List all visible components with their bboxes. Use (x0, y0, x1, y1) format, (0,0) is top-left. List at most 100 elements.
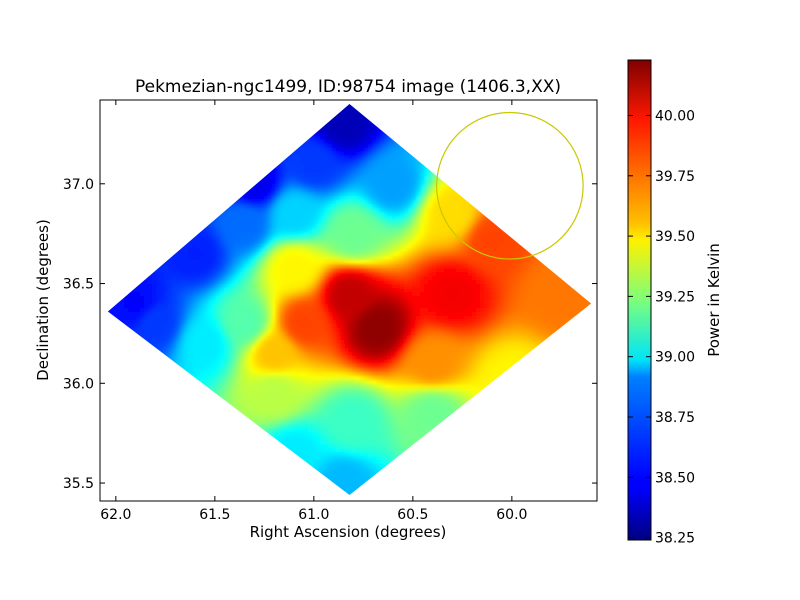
heatmap-cell (460, 200, 465, 205)
heatmap-cell (344, 192, 349, 197)
heatmap-cell (356, 180, 361, 185)
heatmap-cell (188, 116, 193, 121)
heatmap-cell (400, 108, 405, 113)
heatmap-cell (328, 180, 333, 185)
heatmap-cell (100, 200, 105, 205)
heatmap-cell (208, 176, 213, 181)
heatmap-cell (144, 192, 149, 197)
heatmap-cell (528, 136, 533, 141)
heatmap-cell (196, 184, 201, 189)
heatmap-cell (592, 192, 597, 197)
heatmap-cell (544, 168, 549, 173)
heatmap-cell (292, 164, 297, 169)
heatmap-cell (196, 212, 201, 217)
heatmap-cell (476, 160, 481, 165)
heatmap-cell (160, 180, 165, 185)
heatmap-cell (152, 152, 157, 157)
heatmap-cell (392, 164, 397, 169)
heatmap-cell (572, 208, 577, 213)
heatmap-cell (528, 108, 533, 113)
heatmap-cell (244, 112, 249, 117)
heatmap-cell (100, 108, 105, 113)
heatmap-cell (360, 196, 365, 201)
heatmap-cell (228, 252, 233, 257)
heatmap-cell (480, 228, 485, 233)
heatmap-cell (328, 152, 333, 157)
heatmap-cell (544, 200, 549, 205)
heatmap-cell (100, 184, 105, 189)
heatmap-cell (144, 256, 149, 261)
heatmap-cell (212, 140, 217, 145)
heatmap-cell (396, 248, 401, 253)
heatmap-cell (184, 248, 189, 253)
heatmap-cell (576, 104, 581, 109)
heatmap-cell (480, 104, 485, 105)
heatmap-cell (528, 212, 533, 217)
heatmap-cell (476, 236, 481, 241)
heatmap-cell (492, 220, 497, 225)
heatmap-cell (460, 196, 465, 201)
heatmap-cell (156, 208, 161, 213)
heatmap-cell (188, 236, 193, 241)
heatmap-cell (296, 116, 301, 121)
heatmap-cell (420, 136, 425, 141)
heatmap-cell (272, 104, 277, 109)
heatmap-cell (584, 144, 589, 149)
heatmap-cell (112, 248, 117, 253)
heatmap-cell (168, 148, 173, 153)
heatmap-cell (532, 136, 537, 141)
heatmap-cell (288, 188, 293, 193)
heatmap-cell (328, 144, 333, 149)
heatmap-cell (496, 136, 501, 141)
heatmap-cell (448, 212, 453, 217)
heatmap-cell (296, 180, 301, 185)
heatmap-cell (152, 248, 157, 253)
heatmap-cell (320, 192, 325, 197)
heatmap-cell (348, 108, 353, 113)
heatmap-cell (336, 124, 341, 129)
heatmap-cell (576, 192, 581, 197)
heatmap-cell (556, 152, 561, 157)
heatmap-cell (156, 228, 161, 233)
heatmap-cell (500, 244, 505, 249)
heatmap-cell (196, 108, 201, 113)
heatmap-cell (196, 232, 201, 237)
heatmap-cell (360, 176, 365, 181)
heatmap-cell (552, 156, 557, 161)
heatmap-cell (504, 200, 509, 205)
heatmap-cell (356, 240, 361, 245)
heatmap-cell (436, 232, 441, 237)
heatmap-cell (308, 128, 313, 133)
heatmap-cell (428, 120, 433, 125)
heatmap-cell (496, 196, 501, 201)
heatmap-cell (192, 136, 197, 141)
heatmap-cell (484, 164, 489, 169)
heatmap-cell (508, 116, 513, 121)
heatmap-cell (180, 148, 185, 153)
heatmap-cell (340, 212, 345, 217)
heatmap-cell (520, 204, 525, 209)
heatmap-cell (328, 232, 333, 237)
heatmap-cell (328, 176, 333, 181)
heatmap-cell (136, 176, 141, 181)
heatmap-cell (552, 176, 557, 181)
heatmap-cell (340, 160, 345, 165)
heatmap-cell (356, 168, 361, 173)
heatmap-cell (544, 188, 549, 193)
heatmap-cell (360, 228, 365, 233)
heatmap-cell (312, 224, 317, 229)
heatmap-cell (312, 148, 317, 153)
heatmap-cell (380, 172, 385, 177)
heatmap-cell (328, 124, 333, 129)
heatmap-cell (556, 120, 561, 125)
heatmap-cell (536, 180, 541, 185)
heatmap-cell (344, 228, 349, 233)
heatmap-cell (256, 220, 261, 225)
heatmap-cell (316, 140, 321, 145)
heatmap-cell (240, 156, 245, 161)
heatmap-cell (280, 136, 285, 141)
heatmap-cell (528, 156, 533, 161)
heatmap-cell (456, 136, 461, 141)
heatmap-cell (196, 216, 201, 221)
heatmap-cell (168, 228, 173, 233)
